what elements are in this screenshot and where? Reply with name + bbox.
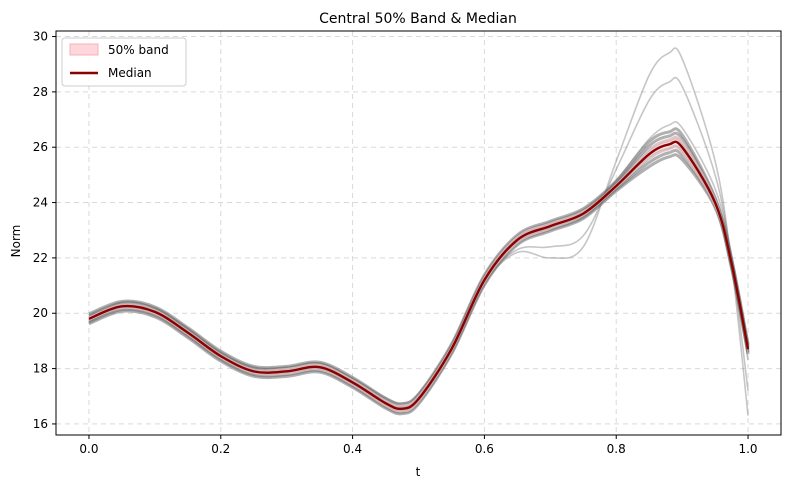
y-axis-title: Norm [9,225,23,258]
y-tick-label: 16 [33,417,48,431]
y-tick-label: 18 [33,362,48,376]
y-axis-ticks: 16 18 20 22 24 26 28 30 [33,30,56,431]
x-tick-label: 0.8 [607,442,626,456]
y-tick-label: 22 [33,251,48,265]
y-tick-label: 24 [33,196,48,210]
y-tick-label: 26 [33,140,48,154]
x-axis-ticks: 0.0 0.2 0.4 0.6 0.8 1.0 [79,435,758,456]
legend-median-label: Median [108,66,152,80]
x-tick-label: 0.2 [211,442,230,456]
legend-band-swatch [69,43,99,56]
y-tick-label: 30 [33,30,48,44]
x-axis-title: t [416,465,421,479]
y-tick-label: 20 [33,306,48,320]
x-tick-label: 0.6 [475,442,494,456]
chart-title: Central 50% Band & Median [319,11,517,27]
grid [56,31,781,435]
x-tick-label: 0.4 [343,442,362,456]
plot-frame [55,30,782,436]
x-tick-label: 1.0 [738,442,757,456]
sample-path [88,127,750,406]
x-tick-label: 0.0 [79,442,98,456]
y-tick-label: 28 [33,85,48,99]
legend-band-label: 50% band [108,43,169,57]
median-line [88,140,750,411]
legend: 50% band Median [61,37,187,87]
